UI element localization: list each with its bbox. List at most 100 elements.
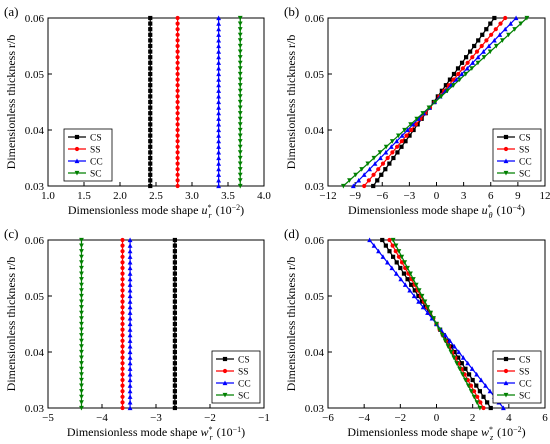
data-point [216, 93, 222, 99]
data-point [172, 254, 177, 259]
data-point [127, 248, 133, 254]
data-point [466, 372, 472, 377]
data-point [512, 27, 518, 32]
data-point [127, 338, 133, 343]
y-tick-label: 0.06 [305, 235, 325, 247]
data-point [127, 276, 133, 282]
series-SS [120, 237, 125, 411]
data-point [416, 293, 421, 299]
data-point [172, 355, 177, 360]
data-point [175, 15, 180, 21]
data-point [79, 265, 84, 271]
data-point [477, 389, 482, 394]
data-point [216, 88, 222, 93]
data-point [79, 282, 84, 288]
legend-marker [74, 146, 80, 152]
data-point [175, 178, 180, 183]
data-point [216, 65, 222, 71]
y-tick-label: 0.03 [25, 403, 45, 415]
x-tick-label: −6 [322, 412, 334, 424]
data-point [148, 144, 153, 149]
legend-box [63, 128, 113, 182]
data-point [237, 155, 243, 161]
data-point [216, 110, 222, 116]
data-point [127, 304, 133, 310]
data-point [442, 338, 448, 344]
data-point [387, 237, 392, 243]
data-point [79, 344, 84, 349]
data-point [79, 293, 84, 299]
data-point [120, 338, 125, 343]
data-point [216, 105, 222, 110]
data-point [481, 405, 486, 411]
legend: CS SS CC SC [492, 128, 542, 182]
data-point [455, 66, 461, 71]
data-point [491, 37, 497, 43]
data-point [172, 249, 177, 254]
data-point [399, 144, 404, 149]
data-point [79, 366, 84, 372]
x-axis-title-part: ) [522, 425, 526, 439]
data-point [388, 144, 394, 149]
data-point [127, 355, 133, 360]
y-axis-title: Dimensionless thickness r/b [284, 257, 298, 392]
x-axis-title: Dimensionless mode shape w* z (10−2) [347, 425, 525, 443]
data-point [379, 172, 384, 177]
data-point [148, 49, 153, 54]
data-point [237, 88, 243, 94]
data-point [148, 167, 153, 172]
data-point [237, 77, 243, 83]
y-tick-label: 0.04 [305, 347, 325, 359]
data-point [399, 139, 404, 144]
data-point [488, 21, 493, 26]
data-point [148, 178, 153, 183]
x-axis-title-part: (10 [213, 203, 232, 217]
data-point [237, 60, 243, 66]
data-point [371, 155, 377, 161]
data-point [469, 66, 475, 71]
data-point [148, 38, 153, 43]
x-tick-label: −5 [42, 412, 54, 424]
x-axis-title-part: (10 [494, 203, 513, 217]
data-point [493, 43, 499, 49]
x-tick-label: 4.0 [257, 190, 271, 202]
x-axis-title-part: −2 [232, 203, 241, 212]
data-point [79, 327, 84, 333]
data-point [420, 111, 426, 116]
data-point [407, 133, 412, 138]
data-point [470, 60, 476, 65]
data-point [237, 111, 243, 116]
data-point [393, 243, 399, 249]
data-point [175, 155, 180, 161]
data-point [410, 277, 416, 282]
data-point [237, 178, 243, 183]
data-point [79, 372, 84, 377]
series-SC [237, 15, 243, 189]
data-point [460, 66, 466, 71]
data-point [469, 366, 475, 371]
data-point [172, 394, 177, 399]
data-point [237, 139, 243, 144]
data-point [127, 399, 133, 405]
data-point [79, 338, 84, 344]
data-point [394, 144, 400, 149]
data-point [216, 60, 222, 65]
data-point [148, 122, 153, 127]
legend-marker [74, 134, 80, 140]
x-axis-title-part: r [209, 211, 213, 220]
data-point [216, 21, 222, 26]
data-point [371, 243, 377, 248]
data-point [447, 338, 453, 343]
data-point [127, 394, 133, 399]
legend: CS SS CC SC [492, 350, 542, 404]
data-point [371, 183, 376, 189]
data-point [237, 94, 243, 99]
data-point [216, 49, 222, 54]
legend-entry: CC [519, 380, 532, 390]
legend-marker [74, 158, 80, 164]
data-point [432, 99, 438, 105]
data-point [216, 82, 222, 88]
y-tick-label: 0.04 [25, 347, 45, 359]
data-point [426, 105, 432, 111]
data-point [470, 55, 475, 60]
